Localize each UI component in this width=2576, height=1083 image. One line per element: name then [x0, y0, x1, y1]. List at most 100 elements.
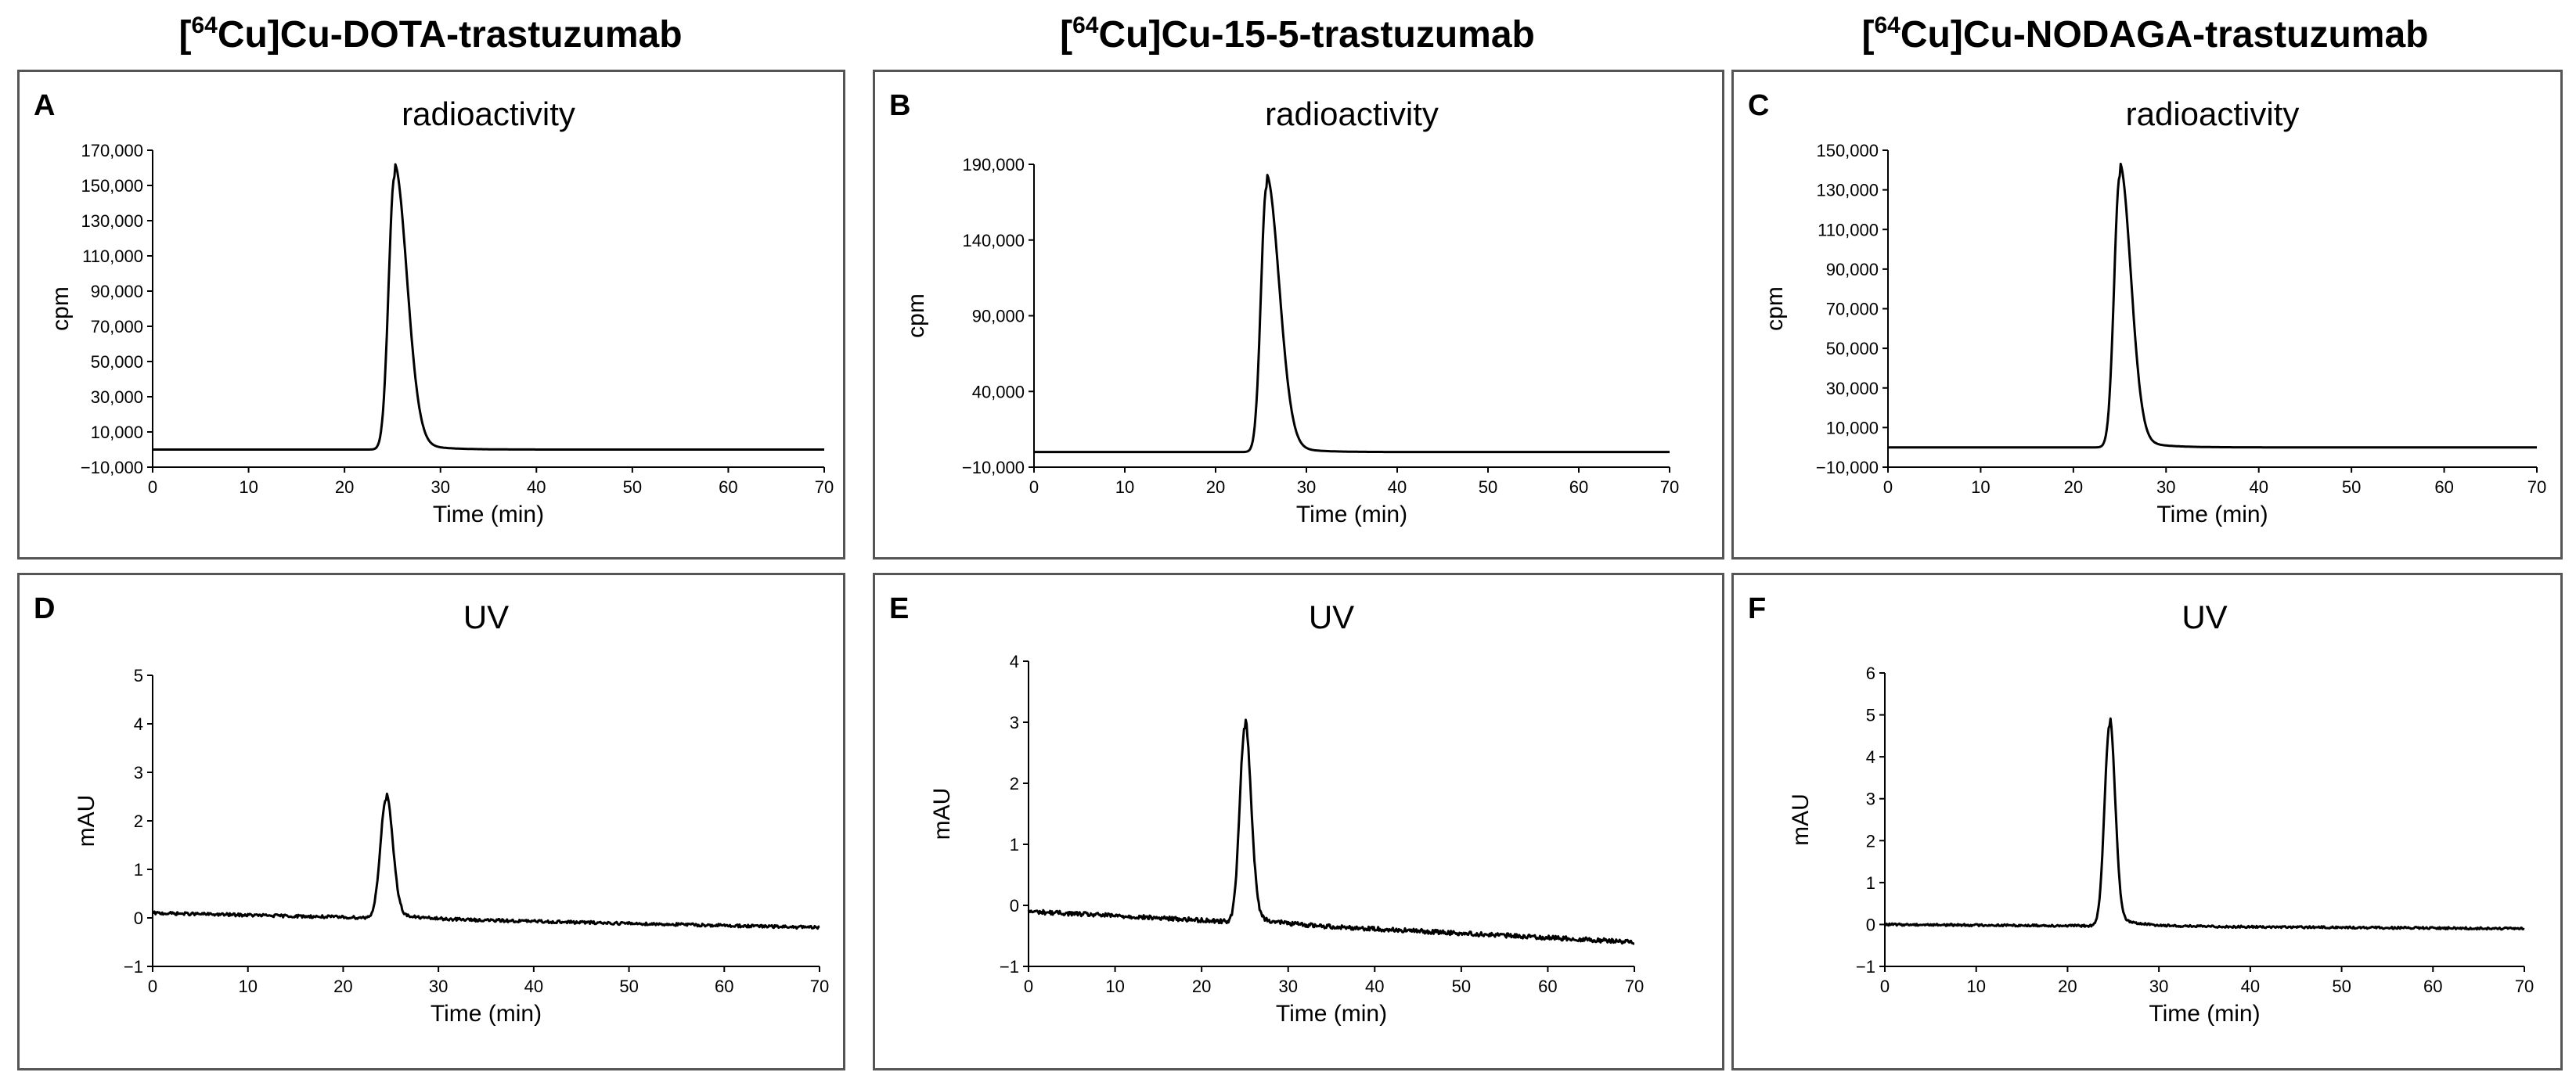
column-title-15-5-isotope: 64 — [1072, 13, 1099, 38]
chart-f-x-tick-label: 10 — [1966, 977, 1985, 996]
chart-c-x-tick-label: 50 — [2342, 477, 2361, 497]
panel-letter-c: C — [1748, 89, 1769, 122]
chart-c-x-axis-label: Time (min) — [2156, 502, 2268, 527]
chart-d-title: UV — [463, 599, 509, 635]
chart-e-title: UV — [1309, 599, 1354, 635]
chart-a-x-tick-label: 10 — [239, 477, 258, 497]
chart-f-y-axis-label: mAU — [1788, 793, 1814, 846]
chart-d-y-tick-label: 0 — [134, 908, 143, 928]
chart-f-x-tick-label: 20 — [2058, 977, 2077, 996]
chart-b-title: radioactivity — [1265, 95, 1439, 132]
panel-letter-d: D — [34, 592, 55, 625]
chart-f-x-axis-label: Time (min) — [2149, 1001, 2260, 1027]
chart-a-y-tick-label: 110,000 — [82, 246, 143, 266]
chart-f-title: UV — [2181, 599, 2227, 635]
column-title-dota-isotope: 64 — [191, 13, 218, 38]
chart-panel-e: E UV −1 0 1 2 3 4 0 10 20 30 40 50 60 70 Time (min) mAU — [873, 573, 1724, 1070]
chart-d-x-tick-label: 60 — [715, 977, 733, 996]
chart-c-y-tick-label: 10,000 — [1826, 418, 1879, 437]
chart-a-y-tick-label: 90,000 — [91, 282, 143, 301]
chart-d-x-tick-label: 30 — [429, 977, 448, 996]
chart-a-y-tick-label: 130,000 — [81, 211, 143, 231]
chart-a-x-tick-label: 40 — [527, 477, 546, 497]
chart-b-y-tick-label: 190,000 — [962, 155, 1025, 175]
column-title-dota-text: Cu]Cu-DOTA-trastuzumab — [217, 14, 683, 56]
chart-f-x-tick-label: 70 — [2515, 977, 2534, 996]
column-title-nodaga: [64Cu]Cu-NODAGA-trastuzumab — [1714, 8, 2576, 63]
chart-c-x-tick-label: 70 — [2527, 477, 2546, 497]
chart-d-y-tick-label: 2 — [134, 811, 143, 831]
chart-e-y-axis-label: mAU — [929, 788, 955, 840]
chart-c-x-tick-label: 10 — [1971, 477, 1990, 497]
chart-f-x-tick-label: 60 — [2423, 977, 2442, 996]
chart-e-x-tick-label: 40 — [1365, 977, 1384, 996]
chart-b-y-tick-label: 140,000 — [962, 231, 1025, 250]
chart-a-title: radioactivity — [402, 95, 575, 132]
chart-e-trace — [1027, 718, 1635, 945]
chart-e-y-tick-label: 2 — [1010, 774, 1019, 793]
chart-c-x-tick-label: 0 — [1883, 477, 1893, 497]
chart-f-y-tick-label: 4 — [1866, 747, 1875, 767]
chart-c-y-tick-label: 150,000 — [1816, 141, 1879, 160]
chart-e-y-tick-label: 1 — [1010, 835, 1019, 855]
column-title-dota-pre: [ — [178, 14, 192, 56]
chart-panel-f: F UV −1 0 1 2 3 4 5 6 0 10 20 30 40 50 60 70 Time (min) mAU — [1731, 573, 2563, 1070]
chart-b-x-tick-label: 50 — [1479, 477, 1497, 497]
chart-d-x-tick-label: 70 — [810, 977, 829, 996]
chart-e-x-tick-label: 20 — [1192, 977, 1211, 996]
chart-a-x-tick-label: 20 — [335, 477, 354, 497]
chart-f-y-tick-label: −1 — [1856, 957, 1875, 977]
chart-b-y-tick-label: 90,000 — [972, 307, 1025, 326]
chart-f-x-tick-label: 40 — [2241, 977, 2260, 996]
column-title-15-5-text: Cu]Cu-15-5-trastuzumab — [1098, 14, 1535, 56]
chart-b-x-tick-label: 10 — [1115, 477, 1134, 497]
chart-d-trace — [152, 792, 820, 930]
chart-e-x-tick-label: 70 — [1625, 977, 1644, 996]
chart-f-y-tick-label: 1 — [1866, 873, 1875, 893]
column-title-15-5-pre: [ — [1060, 14, 1073, 56]
chart-a-x-tick-label: 60 — [719, 477, 737, 497]
chart-b-trace — [1033, 174, 1670, 454]
chart-d-x-tick-label: 40 — [524, 977, 543, 996]
chart-c-y-tick-label: −10,000 — [1816, 458, 1879, 477]
chart-c-x-tick-label: 60 — [2434, 477, 2453, 497]
chart-b-x-tick-label: 40 — [1388, 477, 1407, 497]
chart-a-y-tick-label: 170,000 — [81, 141, 143, 160]
chart-b-y-tick-label: 40,000 — [972, 382, 1025, 401]
chart-e-x-axis-label: Time (min) — [1276, 1001, 1387, 1027]
chart-c-x-tick-label: 20 — [2064, 477, 2083, 497]
chart-d-y-axis-label: mAU — [74, 795, 99, 847]
chart-f-x-tick-label: 50 — [2332, 977, 2351, 996]
chart-c-title: radioactivity — [2126, 95, 2300, 132]
chart-d-x-tick-label: 10 — [238, 977, 257, 996]
panel-letter-e: E — [889, 592, 909, 625]
column-title-nodaga-isotope: 64 — [1874, 13, 1900, 38]
chart-f-x-tick-label: 0 — [1880, 977, 1890, 996]
chart-e-y-tick-label: 3 — [1010, 713, 1019, 732]
chart-c-y-tick-label: 30,000 — [1826, 379, 1879, 398]
chart-a-trace — [152, 163, 825, 451]
chart-f-y-tick-label: 2 — [1866, 831, 1875, 851]
chart-b-x-tick-label: 20 — [1206, 477, 1225, 497]
chart-a-y-tick-label: 150,000 — [81, 176, 143, 196]
chart-c-trace — [1887, 162, 2538, 449]
panel-letter-b: B — [889, 89, 910, 122]
chart-panel-d: D UV −1 0 1 2 3 4 5 0 10 20 30 40 50 60 70 Time (min) mAU — [17, 573, 845, 1070]
chart-e-y-tick-label: −1 — [1000, 957, 1019, 977]
chart-b-y-tick-label: −10,000 — [962, 458, 1025, 477]
chart-a-y-tick-label: 30,000 — [91, 387, 143, 407]
chart-e-x-tick-label: 10 — [1105, 977, 1124, 996]
chart-d-y-tick-label: −1 — [124, 957, 143, 977]
chart-a-y-tick-label: 70,000 — [91, 317, 143, 336]
column-title-nodaga-text: Cu]Cu-NODAGA-trastuzumab — [1900, 14, 2429, 56]
panel-letter-a: A — [34, 89, 55, 122]
chart-f-y-tick-label: 3 — [1866, 790, 1875, 809]
chart-d-x-axis-label: Time (min) — [431, 1001, 542, 1027]
